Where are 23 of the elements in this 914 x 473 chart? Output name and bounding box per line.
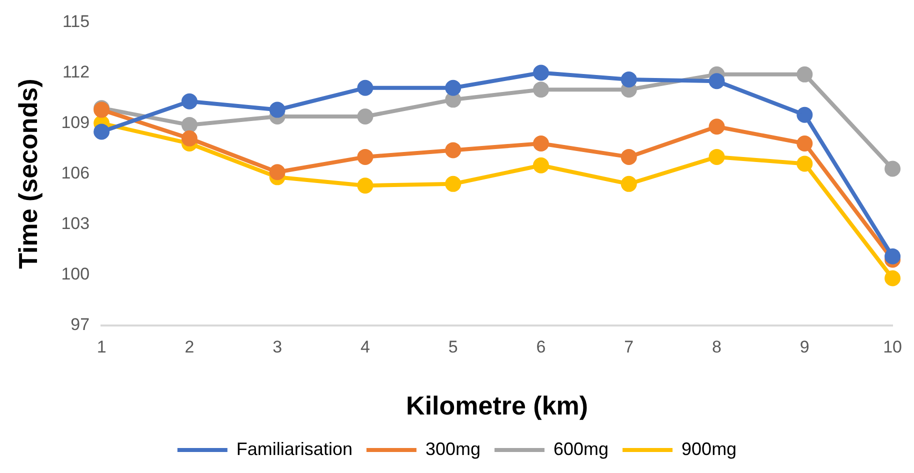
y-tick-label: 115 bbox=[62, 12, 90, 31]
legend-label: 300mg bbox=[425, 438, 481, 459]
x-tick-label: 7 bbox=[624, 337, 634, 356]
x-tick-label: 6 bbox=[536, 337, 546, 356]
y-tick-label: 97 bbox=[70, 315, 90, 334]
y-tick-label: 106 bbox=[61, 163, 90, 182]
x-axis-title: Kilometre (km) bbox=[406, 390, 588, 421]
y-axis-title: Time (seconds) bbox=[12, 78, 43, 269]
legend-label: 900mg bbox=[682, 438, 737, 459]
legend-label: 600mg bbox=[554, 438, 609, 459]
x-tick-label: 9 bbox=[800, 337, 810, 356]
x-tick-label: 2 bbox=[184, 337, 194, 356]
y-tick-label: 112 bbox=[62, 62, 90, 82]
legend-label: Familiarisation bbox=[236, 438, 352, 459]
x-tick-label: 1 bbox=[96, 337, 106, 356]
x-tick-label: 8 bbox=[712, 337, 722, 356]
y-tick-label: 103 bbox=[61, 214, 90, 234]
x-tick-label: 10 bbox=[883, 337, 902, 356]
y-tick-label: 109 bbox=[61, 112, 90, 132]
x-tick-label: 3 bbox=[272, 337, 282, 356]
x-tick-label: 5 bbox=[448, 337, 458, 356]
x-tick-label: 4 bbox=[360, 337, 370, 356]
y-tick-label: 100 bbox=[61, 264, 90, 284]
